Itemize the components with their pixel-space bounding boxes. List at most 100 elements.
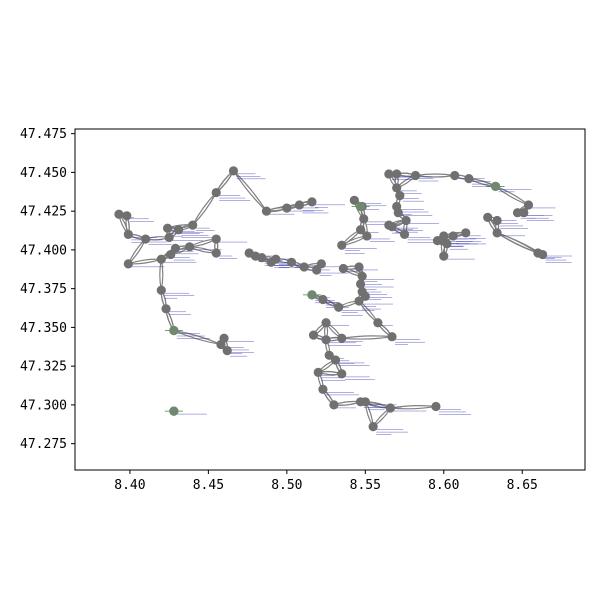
x-tick-label: 8.65 [507, 478, 538, 493]
stop-node [211, 248, 221, 258]
stop-node [448, 231, 458, 241]
y-tick-label: 47.475 [20, 127, 67, 142]
x-axis-ticks: 8.40 8.45 8.50 8.55 8.60 8.65 [114, 470, 538, 493]
stop-node [318, 294, 328, 305]
stop-node [156, 254, 166, 264]
stop-node [519, 208, 529, 218]
stop-node [357, 271, 367, 281]
y-tick-label: 47.325 [20, 360, 67, 375]
stop-node [384, 169, 394, 179]
stop-node [393, 208, 403, 218]
stop-node [257, 253, 267, 263]
stop-node [173, 225, 184, 235]
x-tick-label: 8.45 [193, 478, 224, 493]
stop-node [387, 332, 397, 342]
stop-node [461, 228, 471, 238]
stop-node [538, 249, 548, 260]
stop-node [368, 422, 378, 432]
stop-node [162, 223, 173, 233]
stop-node [349, 195, 359, 205]
stop-node [261, 206, 272, 216]
stop-node [114, 209, 124, 219]
stop-node [392, 183, 402, 193]
stop-node [329, 400, 339, 410]
stop-node [286, 257, 297, 267]
stop-node [360, 397, 370, 407]
y-tick-label: 47.400 [20, 243, 67, 258]
stop-node [337, 240, 347, 250]
x-tick-label: 8.50 [271, 478, 302, 493]
stop-node [161, 304, 171, 314]
stop-node [156, 285, 166, 295]
y-tick-label: 47.425 [20, 205, 67, 220]
stop-node [392, 169, 402, 179]
stop-node [401, 215, 411, 226]
stop-node [395, 191, 405, 201]
y-tick-label: 47.275 [20, 437, 67, 452]
y-tick-label: 47.350 [20, 321, 67, 336]
stop-node [399, 229, 410, 239]
stop-node [523, 200, 534, 210]
stop-node [387, 222, 397, 232]
stop-node [492, 215, 502, 226]
y-tick-label: 47.300 [20, 398, 67, 413]
stop-node [483, 212, 493, 222]
stop-node [439, 251, 449, 261]
stop-node [271, 254, 281, 264]
y-axis-ticks: 47.275 47.300 47.325 47.350 47.375 47.400 47.4… [20, 127, 75, 452]
stop-node [164, 232, 174, 243]
stop-node [316, 259, 326, 269]
stop-node [338, 263, 348, 274]
stop-node [219, 333, 229, 343]
stop-nodes [114, 166, 548, 432]
stop-node [385, 403, 396, 413]
stop-node [439, 231, 449, 241]
stop-node [359, 214, 369, 224]
stop-node [337, 333, 347, 343]
stop-node [299, 262, 309, 272]
stop-node [123, 229, 133, 239]
stop-node [330, 355, 341, 365]
x-tick-label: 8.40 [114, 478, 145, 493]
x-tick-label: 8.60 [428, 478, 459, 493]
stop-node [337, 369, 347, 379]
stop-node [431, 401, 441, 412]
stop-node [307, 197, 317, 207]
stop-node [450, 170, 460, 181]
stop-node [318, 384, 328, 394]
stop-node [324, 350, 334, 360]
stop-node [360, 291, 370, 301]
plot-area-frame [74, 128, 586, 471]
stop-node [222, 346, 232, 356]
stop-node [211, 187, 221, 198]
stop-node [442, 239, 452, 249]
stop-node [354, 262, 364, 272]
stop-node [464, 174, 474, 184]
stop-node [362, 231, 372, 241]
stop-node [228, 166, 239, 176]
stop-node [282, 203, 292, 213]
stop-node-highlighted [490, 181, 501, 191]
y-tick-label: 47.450 [20, 166, 67, 181]
stop-node [170, 243, 181, 253]
stop-node-highlighted [169, 406, 179, 416]
stop-node [410, 170, 421, 181]
stop-node-highlighted [356, 201, 366, 212]
stop-node [373, 318, 383, 328]
y-tick-label: 47.375 [20, 282, 67, 297]
stop-node [184, 242, 195, 252]
stop-node [122, 211, 132, 221]
stop-node-highlighted [169, 325, 179, 336]
stop-node [211, 234, 221, 244]
stop-node [294, 200, 304, 210]
stop-node [354, 296, 364, 306]
stop-node-highlighted [307, 290, 317, 300]
stop-node [123, 259, 133, 269]
stop-node [308, 330, 319, 340]
stop-node [141, 234, 151, 244]
stop-node [321, 318, 331, 328]
stop-node [321, 335, 331, 345]
stop-node [188, 220, 198, 230]
stop-node [492, 228, 502, 238]
